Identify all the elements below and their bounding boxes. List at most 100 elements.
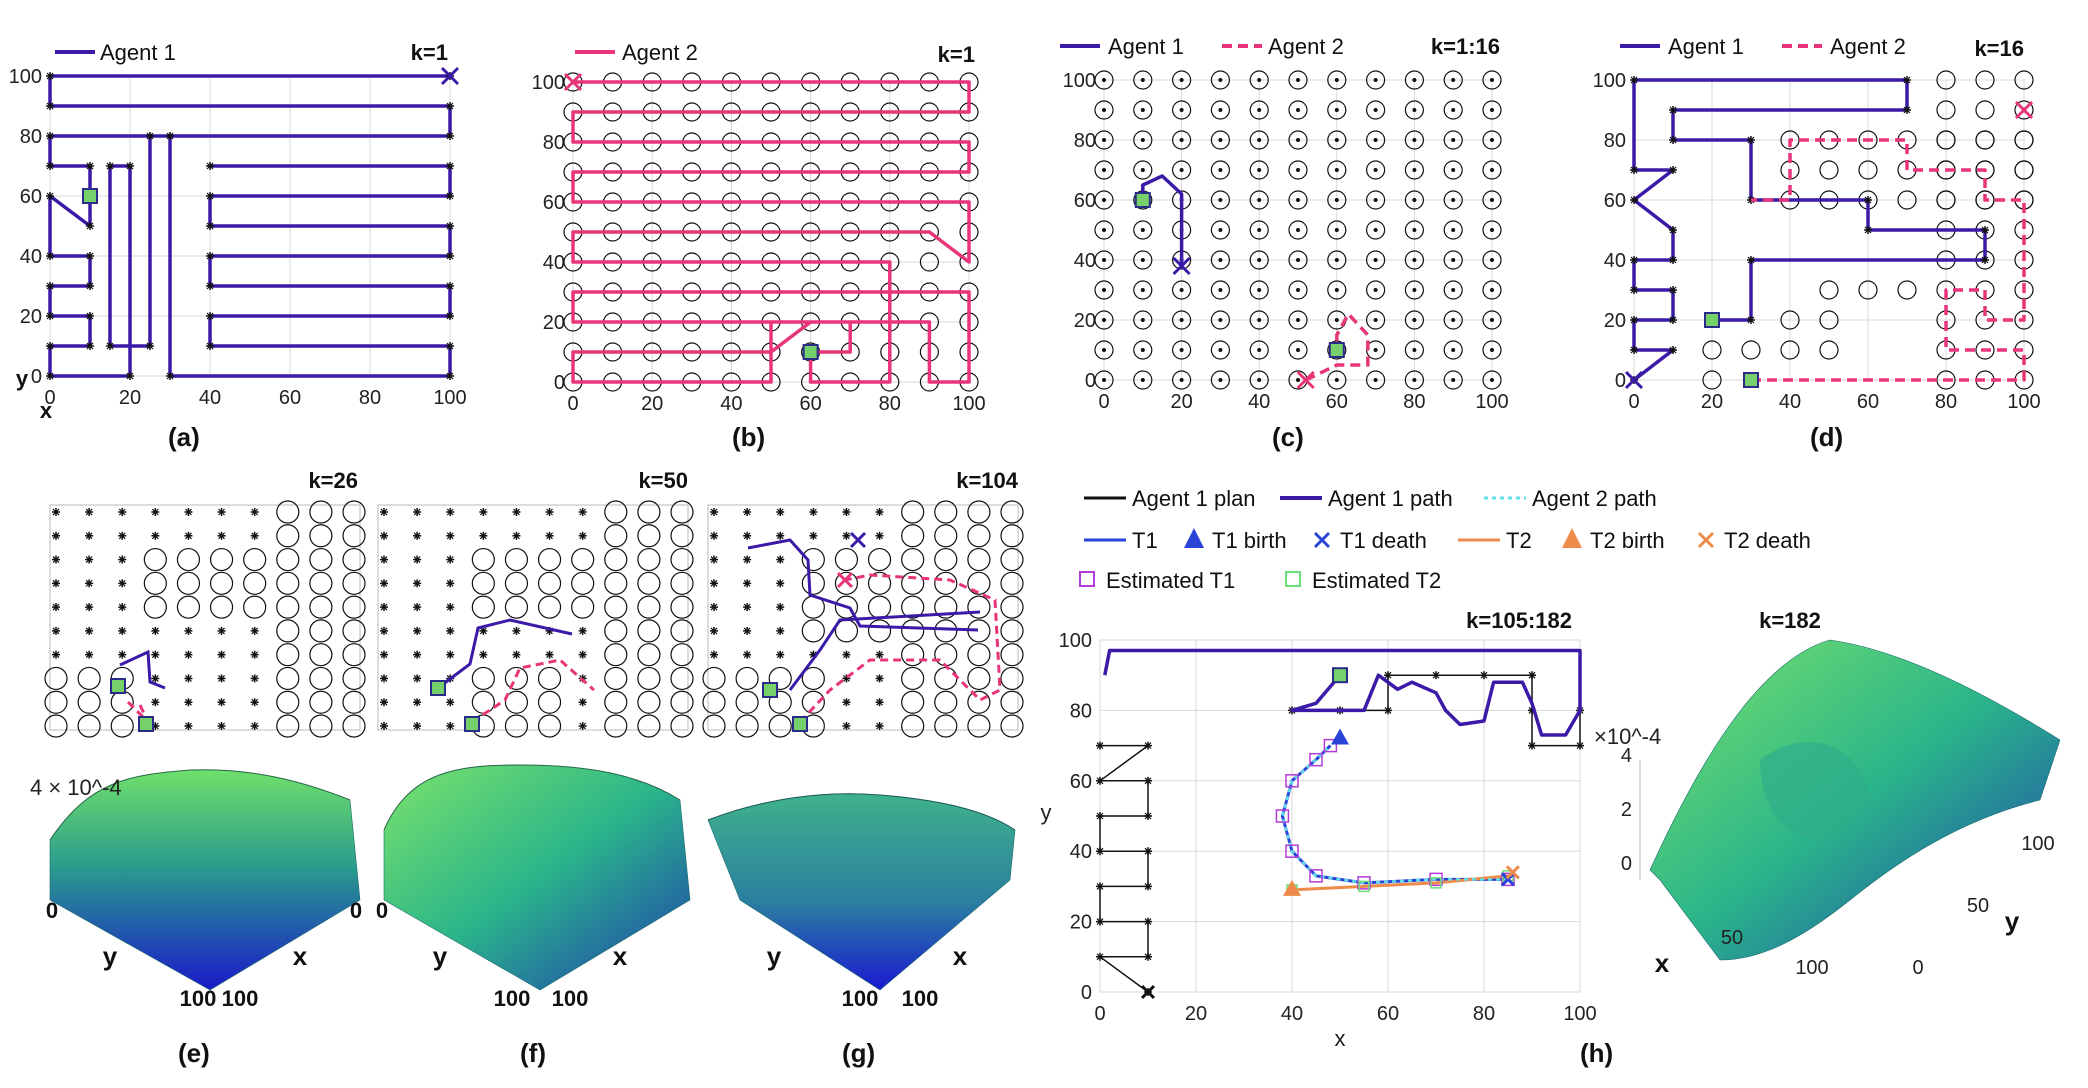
grid-dot-marker — [1451, 258, 1456, 262]
grid-star-marker — [380, 508, 388, 516]
grid-circle-marker — [1094, 70, 1114, 90]
x-tick-label: 50 — [1721, 927, 1743, 949]
grid-circle-marker — [967, 500, 991, 524]
panel-surface-k182: k=182 0 2 4×10^-4 50 100 0 50 100 x y — [1594, 608, 2061, 979]
agent-2-end-marker — [836, 571, 854, 589]
y-tick-label: 80 — [20, 126, 42, 148]
grid-dot-marker — [1140, 138, 1145, 142]
agent-2-path — [1751, 138, 2026, 382]
grid-star-marker — [1144, 812, 1152, 820]
grid-circle-marker — [1482, 190, 1502, 210]
grid-circle-marker — [1404, 70, 1425, 90]
grid-dot-marker — [1102, 228, 1106, 232]
grid-circle-marker — [1327, 70, 1347, 90]
grid-circle-marker — [1482, 160, 1502, 180]
x-tick-label: 100 — [1795, 957, 1828, 979]
grid-star-marker — [1144, 952, 1152, 961]
target-marker — [82, 188, 98, 204]
grid-circle-marker — [1482, 250, 1502, 270]
grid-star-marker — [446, 222, 454, 230]
grid-star-marker — [413, 508, 422, 516]
grid-circle-marker — [1210, 280, 1231, 300]
grid-circle-marker — [867, 571, 892, 595]
grid-star-marker — [46, 372, 54, 380]
grid-dot-marker — [1412, 228, 1417, 232]
grid-circle-marker — [1327, 370, 1347, 390]
grid-circle-marker — [1210, 190, 1231, 210]
legend-agent-1: Agent 1 — [1668, 34, 1744, 59]
grid-dot-marker — [1296, 198, 1300, 202]
grid-circle-marker — [1133, 70, 1153, 90]
grid-star-marker — [52, 603, 60, 612]
grid-circle-marker — [243, 595, 267, 619]
panel-g: k=104 100 100 y x — [702, 468, 1024, 1011]
grid-circle-marker — [1210, 70, 1231, 90]
panel-f: k=50 0 100 100 y x — [376, 468, 694, 1011]
grid-circle-marker — [471, 690, 495, 714]
x-tick-label: 60 — [279, 387, 301, 409]
grid-dot-marker — [1373, 108, 1378, 112]
grid-star-marker — [206, 312, 214, 320]
grid-circle-marker — [309, 690, 333, 714]
grid-circle-marker — [571, 595, 595, 619]
x-tick-label: 20 — [1170, 391, 1192, 413]
grid-circle-marker — [1482, 370, 1502, 390]
target-marker — [1743, 372, 1759, 388]
grid-star-marker — [250, 508, 259, 516]
grid-star-marker — [86, 312, 94, 320]
grid-circle-marker — [1094, 160, 1114, 180]
grid-circle-marker — [1288, 220, 1308, 240]
grid-star-marker — [1747, 256, 1755, 264]
grid-star-marker — [1864, 226, 1872, 234]
y-tick-label: 100 — [1059, 630, 1092, 652]
grid-circle-marker — [670, 547, 694, 572]
grid-circle-marker — [1288, 190, 1308, 210]
k-label: k=1 — [411, 40, 448, 65]
grid-circle-marker — [934, 595, 958, 619]
grid-circle-marker — [735, 714, 759, 738]
grid-circle-marker — [637, 571, 661, 595]
grid-circle-marker — [1288, 160, 1308, 180]
grid-dot-marker — [1451, 108, 1456, 112]
grid-star-marker — [446, 508, 455, 516]
grid-circle-marker — [934, 643, 958, 667]
grid-circle-marker — [901, 643, 925, 667]
x-tick-label: 0 — [567, 393, 578, 415]
grid-circle-marker — [1404, 100, 1425, 120]
grid-dot-marker — [1373, 138, 1378, 142]
grid-star-marker — [578, 626, 587, 635]
grid-star-marker — [1669, 166, 1677, 174]
grid-circle-marker — [1249, 370, 1269, 390]
grid-circle-marker — [1404, 370, 1425, 390]
grid-circle-marker — [1936, 190, 1956, 210]
grid-star-marker — [166, 372, 174, 380]
grid-circle-marker — [1936, 130, 1956, 150]
grid-circle-marker — [1094, 280, 1114, 300]
grid-circle-marker — [504, 714, 529, 738]
grid-dot-marker — [1296, 138, 1300, 142]
agent-1-path — [48, 74, 452, 378]
grid-circle-marker — [342, 690, 366, 714]
grid-circle-marker — [670, 690, 694, 714]
grid-star-marker — [1096, 741, 1104, 750]
grid-circle-marker — [934, 714, 958, 738]
grid-circle-marker — [702, 714, 726, 738]
grid-circle-marker — [2014, 160, 2034, 180]
grid-circle-marker — [637, 714, 661, 738]
grid-circle-marker — [1327, 280, 1347, 300]
grid-circle-marker — [1975, 130, 1995, 150]
grid-star-marker — [1144, 776, 1152, 785]
grid-star-marker — [446, 698, 455, 707]
grid-star-marker — [446, 531, 455, 540]
agent-1-end-marker — [1624, 370, 1644, 390]
x-tick-label: 80 — [1473, 1003, 1495, 1025]
y-tick-label: 20 — [1604, 310, 1626, 332]
grid-star-marker — [578, 531, 587, 540]
grid-circle-marker — [504, 595, 529, 619]
corner-label: 100 — [494, 986, 531, 1011]
grid-star-marker — [118, 531, 127, 540]
x-tick-label: 80 — [1935, 391, 1957, 413]
grid-dot-marker — [1412, 138, 1417, 142]
grid-star-marker — [710, 555, 718, 564]
grid-circle-marker — [834, 571, 859, 595]
